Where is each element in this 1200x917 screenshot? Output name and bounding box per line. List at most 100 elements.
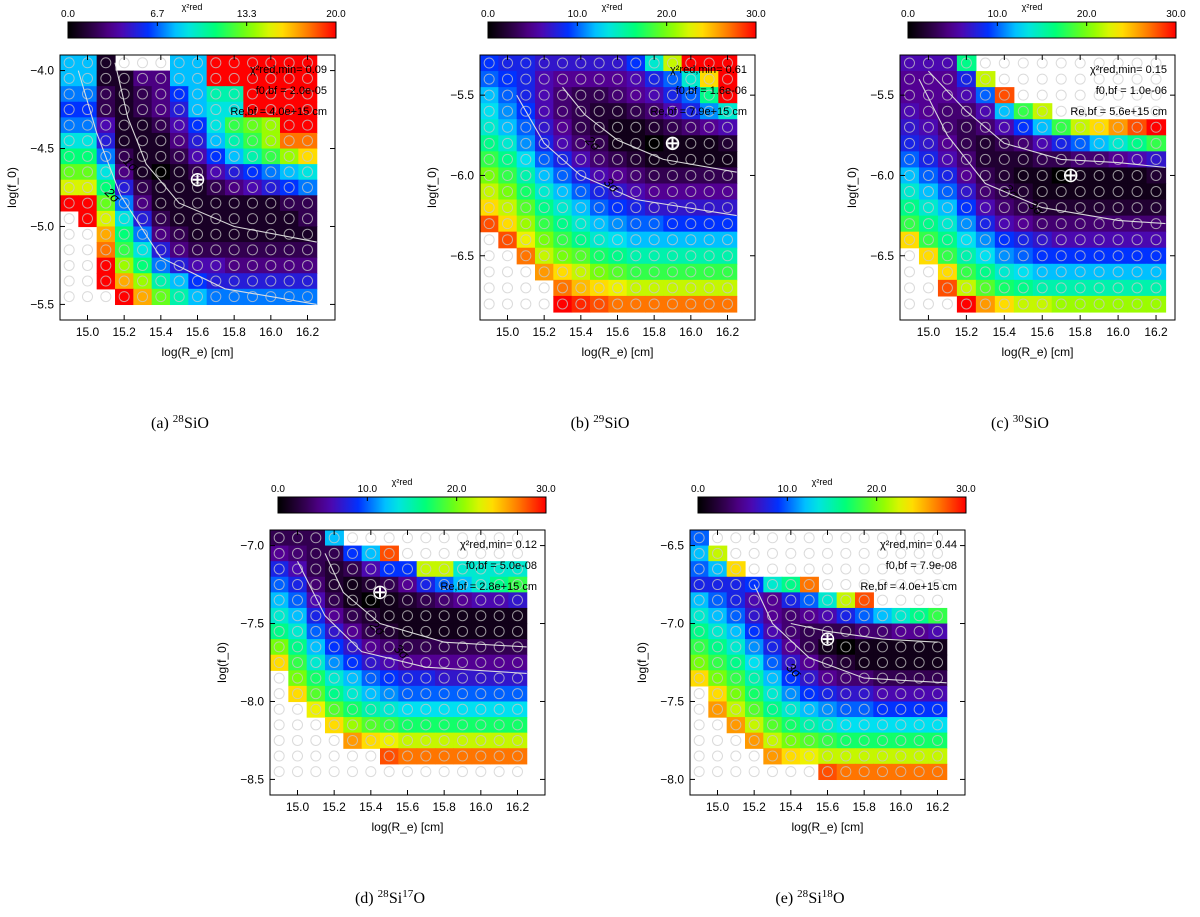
grid-point [960, 234, 972, 246]
heatmap-cell [206, 55, 226, 72]
grid-point [630, 153, 642, 165]
heatmap-cell [918, 87, 939, 104]
grid-point [932, 719, 943, 731]
colorbar-tick-label: 10.0 [778, 484, 798, 495]
grid-point [612, 250, 623, 262]
grid-point [292, 750, 303, 762]
heatmap-cell [690, 623, 709, 640]
heatmap-cell [645, 167, 664, 185]
grid-point [493, 641, 505, 653]
heatmap-cell [280, 210, 299, 228]
x-tick-label: 16.0 [679, 325, 703, 339]
heatmap-cell [398, 748, 418, 765]
grid-point [173, 166, 185, 178]
heatmap-cell [873, 654, 893, 671]
grid-point [402, 750, 413, 762]
grid-point [100, 166, 112, 178]
heatmap-cell [60, 55, 79, 72]
grid-point [347, 766, 358, 778]
grid-point [283, 57, 295, 69]
heatmap-cell [206, 226, 226, 243]
x-axis-label: log(R_e) [cm] [581, 345, 653, 359]
grid-point [155, 72, 167, 84]
heatmap-cell [1146, 151, 1167, 169]
grid-point [979, 234, 991, 246]
grid-point [557, 89, 568, 101]
grid-point [693, 625, 705, 637]
heatmap-cell [516, 55, 536, 72]
heatmap-cell [626, 279, 646, 297]
grid-point [1150, 202, 1162, 214]
heatmap-cell [78, 210, 98, 228]
grid-point [903, 218, 915, 230]
grid-point [913, 750, 925, 762]
grid-point [667, 73, 678, 85]
grid-point [575, 169, 587, 181]
heatmap-cell [380, 732, 399, 749]
sigma-contour [324, 553, 527, 648]
grid-point [612, 282, 623, 294]
y-axis-label: log(f_0) [425, 167, 439, 208]
heatmap-cell [590, 151, 609, 169]
heatmap-cell [480, 55, 499, 72]
grid-point [502, 121, 513, 133]
heatmap-cell [206, 242, 226, 259]
heatmap-cell [380, 639, 399, 656]
grid-point [493, 625, 505, 637]
grid-point [941, 89, 953, 101]
heatmap-cell [115, 101, 134, 118]
grid-point [475, 547, 487, 559]
grid-point [998, 169, 1010, 181]
grid-point [979, 282, 991, 294]
heatmap-cell [700, 247, 719, 265]
heatmap-cell [781, 654, 801, 671]
grid-point [693, 734, 705, 746]
x-tick-label: 15.6 [396, 800, 420, 814]
grid-point [932, 610, 943, 622]
grid-point [310, 563, 322, 575]
grid-point [1093, 137, 1105, 149]
grid-point [667, 218, 678, 230]
heatmap-cell [170, 101, 189, 118]
grid-point [922, 186, 934, 198]
heatmap-cell [937, 55, 958, 72]
grid-point [502, 202, 513, 214]
heatmap-cell [745, 607, 764, 625]
heatmap-cell [1070, 199, 1091, 217]
grid-point [283, 213, 295, 225]
grid-point [722, 266, 733, 278]
grid-point [1055, 218, 1067, 230]
heatmap-cell [1108, 247, 1129, 265]
heatmap-cell [96, 195, 116, 212]
grid-point [1074, 218, 1086, 230]
grid-point [247, 259, 258, 271]
sigma-contour [790, 622, 938, 643]
grid-point [512, 750, 523, 762]
heatmap-cell [60, 86, 79, 103]
heatmap-cell [1032, 215, 1053, 233]
heatmap-cell [818, 607, 838, 625]
heatmap-cell [663, 71, 683, 88]
grid-point [328, 594, 340, 606]
grid-point [228, 182, 240, 193]
heatmap-cell [380, 561, 399, 578]
heatmap-cell [918, 231, 939, 249]
heatmap-cell [918, 183, 939, 201]
grid-point [493, 672, 505, 684]
heatmap-cell [836, 639, 856, 656]
grid-point [173, 228, 185, 240]
annotation-chi2-min: χ²red,min= 0.61 [670, 64, 747, 76]
heatmap-cell [288, 639, 308, 656]
heatmap-cell [645, 151, 664, 169]
grid-point [1055, 282, 1067, 294]
heatmap-cell [781, 748, 801, 765]
heatmap-cell [453, 732, 473, 749]
y-tick-label: −8.0 [660, 772, 684, 786]
grid-point [328, 719, 340, 731]
grid-point [1036, 250, 1048, 262]
heatmap-cell [206, 132, 226, 150]
heatmap-cell [1013, 231, 1034, 249]
best-fit-marker [820, 632, 835, 646]
grid-point [365, 750, 377, 762]
grid-point [998, 89, 1010, 101]
